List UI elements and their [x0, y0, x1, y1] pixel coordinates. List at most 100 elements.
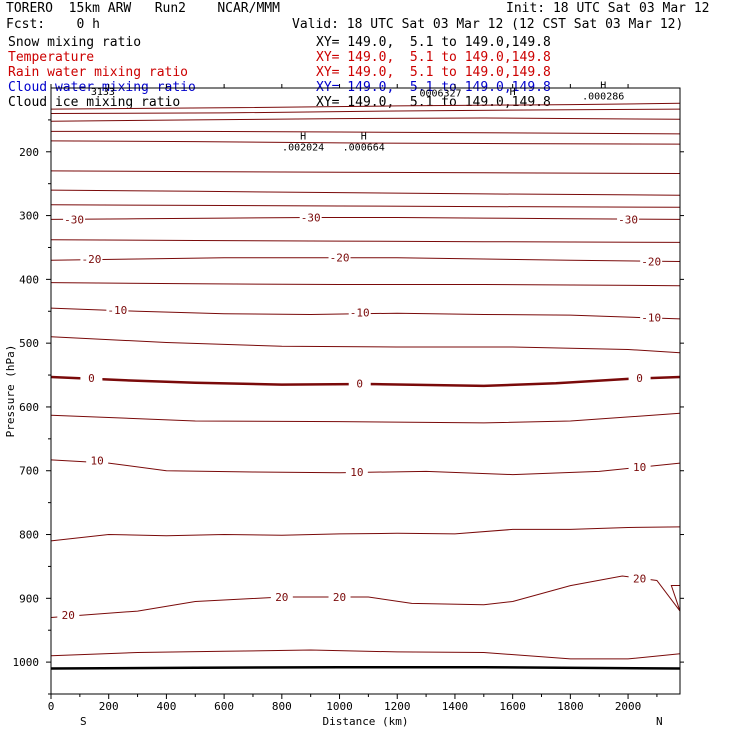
field-temperature-xy: XY= 149.0, 5.1 to 149.0,149.8 [316, 50, 551, 65]
temperature-label--30: -30 [64, 213, 84, 226]
temperature-contour-20 [50, 575, 681, 618]
temperature-label--10: -10 [641, 312, 661, 325]
temperature-label-bg [57, 608, 80, 621]
y-tick-label: 1000 [13, 656, 40, 669]
x-axis-label: Distance (km) [322, 715, 408, 728]
temperature-label-10: 10 [91, 455, 104, 468]
temperature-label-bg [270, 591, 293, 604]
model-run-title: TORERO 15km ARW Run2 NCAR/MMM [6, 1, 280, 16]
contour-line-6 [50, 189, 681, 196]
temperature-label--30: -30 [301, 211, 321, 224]
field-cloudice-name: Cloud ice mixing ratio [8, 95, 181, 110]
x-tick-label: 0 [48, 700, 55, 713]
contour-edge-fragment [670, 585, 681, 612]
temperature-label-bg [106, 303, 129, 316]
temperature-label-bg [86, 454, 109, 467]
x-tick-label: 200 [99, 700, 119, 713]
contour-layer [50, 102, 681, 670]
temperature-label-0: 0 [88, 372, 95, 385]
high-value: .002024 [282, 142, 324, 153]
temperature-label-bg [328, 251, 351, 264]
temperature-label-20: 20 [333, 591, 346, 604]
temperature-label-bg [617, 213, 640, 226]
x-tick-label: 600 [214, 700, 234, 713]
y-tick-label: 700 [19, 465, 39, 478]
contour-label-layer: -30 -30 -30 -20 -20 -20 -10 -10 -10 0 0 0 10 10 10 20 20… [57, 80, 663, 622]
contour-line-8 [50, 239, 681, 243]
temperature-label--10: -10 [107, 304, 127, 317]
temperature-label-10: 10 [633, 461, 646, 474]
top-contour-label: H [510, 87, 516, 98]
temperature-label-bg [80, 252, 103, 265]
temperature-label-bg [345, 466, 368, 479]
plot-frame [50, 87, 681, 695]
y-tick-label: 300 [19, 210, 39, 223]
high-value: .000286 [582, 91, 624, 102]
top-contour-label: 3133 [91, 87, 115, 98]
temperature-label-20: 20 [275, 591, 288, 604]
contour-line-2 [50, 117, 681, 122]
y-tick-label: 200 [19, 146, 39, 159]
temperature-contour--30 [50, 217, 681, 220]
x-tick-label: 1200 [384, 700, 411, 713]
axes-layer: 0 200 400 600 800 1000 1200 1400 1600 1800 2000200… [13, 84, 684, 713]
temperature-label-bg [348, 377, 371, 390]
valid-time: Valid: 18 UTC Sat 03 Mar 12 (12 CST Sat … [292, 17, 684, 32]
temperature-label-bg [640, 311, 663, 324]
high-marker: H [300, 131, 306, 142]
contour-line-9 [50, 282, 681, 287]
contour-line-5 [50, 170, 681, 174]
high-marker: H [600, 80, 606, 91]
field-rain-name: Rain water mixing ratio [8, 65, 189, 80]
field-snow-xy: XY= 149.0, 5.1 to 149.0,149.8 [316, 35, 551, 50]
x-tick-label: 1600 [499, 700, 526, 713]
init-time: Init: 18 UTC Sat 03 Mar 12 [506, 1, 710, 16]
temperature-label-0: 0 [636, 372, 643, 385]
contour-line-7 [50, 204, 681, 208]
temperature-label-20: 20 [62, 609, 75, 622]
temperature-label--30: -30 [618, 213, 638, 226]
y-tick-label: 400 [19, 273, 39, 286]
temperature-label-0: 0 [356, 377, 363, 390]
y-tick-label: 900 [19, 592, 39, 605]
surface-line [50, 665, 681, 670]
temperature-contour--20 [50, 257, 681, 262]
temperature-label-10: 10 [350, 466, 363, 479]
x-tick-label: 800 [272, 700, 292, 713]
y-tick-label: 800 [19, 529, 39, 542]
contour-line-1 [50, 108, 681, 114]
temperature-label-bg [628, 460, 651, 473]
temperature-label--20: -20 [641, 256, 661, 269]
temperature-label-bg [640, 255, 663, 268]
x-tick-label: 1000 [326, 700, 353, 713]
temperature-label-bg [328, 591, 351, 604]
contour-line-11 [50, 412, 681, 424]
temperature-label--20: -20 [330, 252, 350, 265]
temperature-label--20: -20 [81, 253, 101, 266]
temperature-label-20: 20 [633, 573, 646, 586]
y-tick-label: 600 [19, 401, 39, 414]
field-snow-name: Snow mixing ratio [8, 35, 142, 50]
contour-line-4 [50, 140, 681, 145]
x-tick-label: 1400 [442, 700, 469, 713]
y-tick-label: 500 [19, 337, 39, 350]
temperature-label-bg [80, 372, 103, 385]
south-end-label: S [80, 715, 87, 728]
contour-line-0 [50, 102, 681, 110]
contour-line-10 [50, 336, 681, 354]
temperature-label-bg [348, 306, 371, 319]
x-tick-label: 2000 [615, 700, 642, 713]
temperature-label-bg [63, 213, 86, 226]
temperature-label--10: -10 [350, 307, 370, 320]
contour-line-13 [50, 649, 681, 660]
contour-line-3 [51, 130, 681, 135]
x-tick-label: 400 [156, 700, 176, 713]
temperature-label-bg [628, 372, 651, 385]
high-value: .000664 [343, 142, 385, 153]
high-marker: H [361, 131, 367, 142]
x-tick-label: 1800 [557, 700, 584, 713]
field-temperature-name: Temperature [8, 50, 95, 65]
temperature-contour-10 [50, 459, 681, 476]
temperature-label-bg [299, 211, 322, 224]
